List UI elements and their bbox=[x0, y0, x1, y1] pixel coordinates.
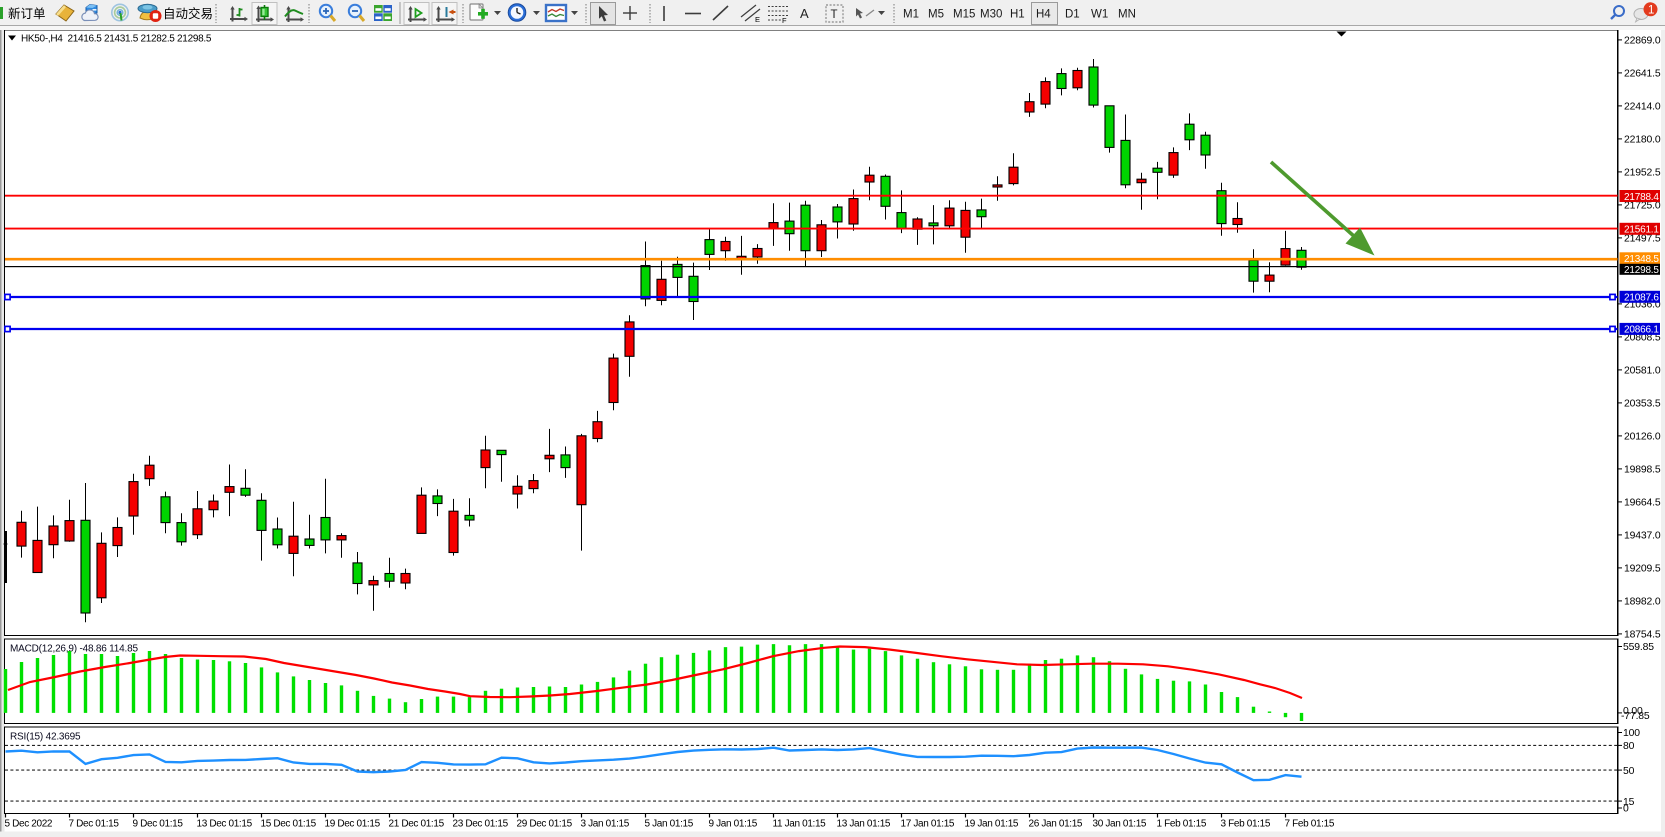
svg-text:80: 80 bbox=[1623, 741, 1635, 752]
svg-text:新订单: 新订单 bbox=[8, 6, 46, 21]
svg-text:RSI(15) 42.3695: RSI(15) 42.3695 bbox=[10, 732, 81, 743]
svg-text:A: A bbox=[800, 6, 809, 21]
svg-text:26 Jan 01:15: 26 Jan 01:15 bbox=[1029, 819, 1083, 830]
svg-text:29 Dec 01:15: 29 Dec 01:15 bbox=[517, 819, 573, 830]
svg-text:20581.0: 20581.0 bbox=[1624, 366, 1661, 377]
svg-text:18982.0: 18982.0 bbox=[1624, 597, 1661, 608]
svg-text:11 Jan 01:15: 11 Jan 01:15 bbox=[773, 819, 827, 830]
svg-text:-77.85: -77.85 bbox=[1621, 711, 1650, 722]
svg-text:9 Jan 01:15: 9 Jan 01:15 bbox=[709, 819, 758, 830]
svg-text:18754.5: 18754.5 bbox=[1624, 630, 1661, 641]
svg-text:21298.5: 21298.5 bbox=[1624, 265, 1659, 276]
svg-text:50: 50 bbox=[1623, 766, 1635, 777]
svg-text:17 Jan 01:15: 17 Jan 01:15 bbox=[901, 819, 955, 830]
svg-text:13 Dec 01:15: 13 Dec 01:15 bbox=[197, 819, 253, 830]
svg-text:21561.1: 21561.1 bbox=[1624, 225, 1659, 236]
svg-text:21 Dec 01:15: 21 Dec 01:15 bbox=[389, 819, 445, 830]
svg-text:559.85: 559.85 bbox=[1623, 642, 1654, 653]
svg-text:MACD(12,26,9) -48.86 114.85: MACD(12,26,9) -48.86 114.85 bbox=[10, 644, 138, 655]
svg-text:19898.5: 19898.5 bbox=[1624, 465, 1661, 476]
svg-text:13 Jan 01:15: 13 Jan 01:15 bbox=[837, 819, 891, 830]
svg-text:W1: W1 bbox=[1091, 9, 1108, 21]
svg-text:1 Feb 01:15: 1 Feb 01:15 bbox=[1157, 819, 1207, 830]
svg-text:20126.0: 20126.0 bbox=[1624, 432, 1661, 443]
svg-text:F: F bbox=[782, 16, 787, 25]
svg-text:15 Dec 01:15: 15 Dec 01:15 bbox=[261, 819, 317, 830]
svg-text:19437.0: 19437.0 bbox=[1624, 531, 1661, 542]
svg-text:20353.5: 20353.5 bbox=[1624, 399, 1661, 410]
svg-text:21952.5: 21952.5 bbox=[1624, 168, 1661, 179]
svg-text:30 Jan 01:15: 30 Jan 01:15 bbox=[1093, 819, 1147, 830]
svg-text:H1: H1 bbox=[1010, 9, 1025, 21]
svg-text:21497.5: 21497.5 bbox=[1624, 234, 1661, 245]
svg-text:21348.5: 21348.5 bbox=[1624, 254, 1659, 265]
svg-text:21036.0: 21036.0 bbox=[1624, 300, 1661, 311]
svg-text:M1: M1 bbox=[903, 9, 919, 21]
svg-text:MN: MN bbox=[1118, 9, 1136, 21]
svg-text:E: E bbox=[755, 15, 760, 24]
svg-text:M5: M5 bbox=[928, 9, 944, 21]
svg-text:HK50-,H4 21416.5 21431.5 2128: HK50-,H4 21416.5 21431.5 21282.5 21298.5 bbox=[21, 34, 212, 45]
svg-text:21788.4: 21788.4 bbox=[1624, 192, 1659, 203]
svg-text:22414.0: 22414.0 bbox=[1624, 102, 1661, 113]
svg-text:9 Dec 01:15: 9 Dec 01:15 bbox=[133, 819, 184, 830]
svg-text:23 Dec 01:15: 23 Dec 01:15 bbox=[453, 819, 509, 830]
svg-text:22180.0: 22180.0 bbox=[1624, 135, 1661, 146]
svg-text:T: T bbox=[831, 9, 838, 21]
svg-text:0.00: 0.00 bbox=[1623, 706, 1643, 717]
svg-text:19209.5: 19209.5 bbox=[1624, 564, 1661, 575]
svg-text:M30: M30 bbox=[980, 9, 1002, 21]
svg-text:0: 0 bbox=[1623, 804, 1629, 815]
svg-text:22869.0: 22869.0 bbox=[1624, 36, 1661, 47]
svg-text:3 Jan 01:15: 3 Jan 01:15 bbox=[581, 819, 630, 830]
svg-text:20866.1: 20866.1 bbox=[1624, 325, 1659, 336]
svg-text:7 Feb 01:15: 7 Feb 01:15 bbox=[1285, 819, 1335, 830]
svg-text:7 Dec 01:15: 7 Dec 01:15 bbox=[69, 819, 120, 830]
svg-text:21725.0: 21725.0 bbox=[1624, 201, 1661, 212]
svg-text:H4: H4 bbox=[1036, 9, 1051, 21]
svg-text:21087.6: 21087.6 bbox=[1624, 293, 1659, 304]
svg-text:5 Dec 2022: 5 Dec 2022 bbox=[5, 819, 53, 830]
svg-text:D1: D1 bbox=[1065, 9, 1080, 21]
svg-text:19 Jan 01:15: 19 Jan 01:15 bbox=[965, 819, 1019, 830]
svg-text:3 Feb 01:15: 3 Feb 01:15 bbox=[1221, 819, 1271, 830]
svg-text:M15: M15 bbox=[953, 9, 975, 21]
svg-text:15: 15 bbox=[1623, 797, 1635, 808]
svg-text:19664.5: 19664.5 bbox=[1624, 498, 1661, 509]
svg-text:22641.5: 22641.5 bbox=[1624, 69, 1661, 80]
svg-text:自动交易: 自动交易 bbox=[163, 6, 213, 21]
svg-text:100: 100 bbox=[1623, 728, 1640, 739]
svg-text:5 Jan 01:15: 5 Jan 01:15 bbox=[645, 819, 694, 830]
svg-text:19 Dec 01:15: 19 Dec 01:15 bbox=[325, 819, 381, 830]
svg-text:20808.5: 20808.5 bbox=[1624, 333, 1661, 344]
svg-text:1: 1 bbox=[1648, 5, 1654, 17]
